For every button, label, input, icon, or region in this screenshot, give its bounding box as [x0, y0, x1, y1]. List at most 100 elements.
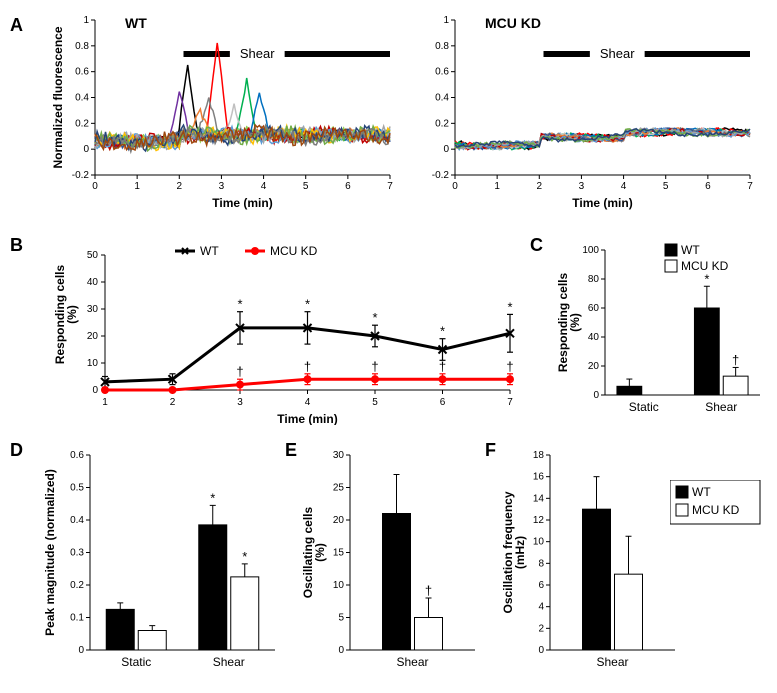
svg-text:5: 5	[303, 181, 309, 192]
svg-text:4: 4	[621, 181, 627, 192]
panel-label-b: B	[10, 235, 23, 256]
svg-text:12: 12	[533, 515, 545, 526]
panel-b: 010203040501234567Time (min)Responding c…	[50, 235, 520, 425]
svg-text:0: 0	[78, 645, 84, 656]
svg-text:*: *	[305, 297, 310, 312]
svg-text:Shear: Shear	[596, 655, 628, 669]
legend-bottom: WT MCU KD	[670, 480, 770, 530]
svg-text:WT: WT	[200, 244, 219, 258]
svg-text:0.2: 0.2	[435, 118, 449, 129]
panel-label-c: C	[530, 235, 543, 256]
svg-text:Time (min): Time (min)	[277, 412, 337, 425]
svg-text:50: 50	[87, 250, 99, 261]
svg-text:Peak magnitude (normalized): Peak magnitude (normalized)	[43, 469, 57, 636]
svg-text:0.2: 0.2	[75, 118, 89, 129]
svg-text:30: 30	[333, 450, 345, 461]
svg-text:Normalized fluorescence: Normalized fluorescence	[51, 26, 65, 168]
panel-a-left: -0.200.20.40.60.8101234567Time (min)Norm…	[50, 10, 400, 210]
svg-text:0.4: 0.4	[70, 515, 84, 526]
panel-e: 051015202530Oscillating cells(%)Shear†	[300, 440, 480, 680]
svg-text:0.4: 0.4	[75, 93, 89, 104]
svg-text:MCU KD: MCU KD	[692, 503, 740, 517]
svg-text:0.5: 0.5	[70, 483, 84, 494]
svg-text:18: 18	[533, 450, 545, 461]
svg-text:0: 0	[443, 144, 449, 155]
svg-text:40: 40	[588, 332, 600, 343]
svg-text:WT: WT	[681, 243, 700, 257]
panel-d: 0 0.1 0.2 0.3 0.4 0.5 0.6 Peak magnitude (norma…	[40, 440, 280, 680]
svg-text:(%): (%)	[568, 313, 582, 332]
svg-text:†: †	[304, 359, 311, 374]
svg-text:Static: Static	[629, 400, 659, 414]
svg-text:0.1: 0.1	[70, 613, 84, 624]
svg-text:†: †	[506, 359, 513, 374]
svg-text:(mHz): (mHz)	[513, 536, 527, 569]
svg-text:-0.2: -0.2	[432, 170, 450, 181]
svg-text:WT: WT	[692, 485, 711, 499]
figure: A B C D E F -0.200.20.40.60.8101234567Ti…	[10, 10, 767, 683]
svg-text:MCU KD: MCU KD	[270, 244, 318, 258]
panel-label-d: D	[10, 440, 23, 461]
svg-text:3: 3	[219, 181, 225, 192]
svg-text:6: 6	[538, 580, 544, 591]
svg-text:20: 20	[333, 515, 345, 526]
svg-text:5: 5	[663, 181, 669, 192]
svg-text:0.6: 0.6	[435, 67, 449, 78]
svg-text:0: 0	[83, 144, 89, 155]
svg-text:WT: WT	[125, 15, 147, 31]
svg-text:0: 0	[538, 645, 544, 656]
svg-text:2: 2	[537, 181, 543, 192]
svg-text:*: *	[372, 310, 377, 325]
svg-text:Time (min): Time (min)	[212, 196, 272, 210]
svg-text:1: 1	[443, 15, 449, 26]
svg-text:20: 20	[588, 361, 600, 372]
panel-c: 020406080100Responding cells(%)StaticShe…	[555, 235, 765, 425]
svg-text:14: 14	[533, 493, 545, 504]
svg-text:15: 15	[333, 548, 345, 559]
svg-text:6: 6	[705, 181, 711, 192]
svg-text:10: 10	[333, 580, 345, 591]
svg-text:100: 100	[582, 245, 599, 256]
svg-text:Static: Static	[121, 655, 151, 669]
svg-text:*: *	[210, 490, 215, 505]
svg-text:1: 1	[83, 15, 89, 26]
svg-text:6: 6	[440, 397, 446, 408]
svg-text:1: 1	[494, 181, 500, 192]
svg-text:(%): (%)	[313, 543, 327, 562]
svg-text:0: 0	[593, 390, 599, 401]
svg-text:7: 7	[387, 181, 393, 192]
svg-text:Shear: Shear	[213, 655, 245, 669]
svg-text:*: *	[507, 299, 512, 314]
svg-text:0: 0	[338, 645, 344, 656]
panel-f: 024681012141618Oscillation frequency(mHz…	[500, 440, 680, 680]
svg-text:4: 4	[305, 397, 311, 408]
svg-text:3: 3	[237, 397, 243, 408]
svg-text:-0.2: -0.2	[72, 170, 90, 181]
svg-text:†: †	[425, 583, 432, 598]
svg-text:0.2: 0.2	[70, 580, 84, 591]
svg-text:80: 80	[588, 274, 600, 285]
svg-text:Shear: Shear	[600, 46, 635, 61]
svg-text:*: *	[237, 297, 242, 312]
panel-label-a: A	[10, 15, 23, 36]
svg-text:4: 4	[261, 181, 267, 192]
svg-text:3: 3	[579, 181, 585, 192]
svg-text:5: 5	[372, 397, 378, 408]
svg-text:0.8: 0.8	[75, 41, 89, 52]
svg-text:1: 1	[102, 397, 108, 408]
svg-text:60: 60	[588, 303, 600, 314]
svg-text:Shear: Shear	[705, 400, 737, 414]
svg-text:7: 7	[507, 397, 513, 408]
panel-label-f: F	[485, 440, 496, 461]
svg-text:16: 16	[533, 472, 545, 483]
svg-text:0.6: 0.6	[70, 450, 84, 461]
svg-text:4: 4	[538, 602, 544, 613]
svg-text:†: †	[732, 352, 739, 367]
svg-text:7: 7	[747, 181, 753, 192]
svg-text:Shear: Shear	[240, 46, 275, 61]
svg-text:20: 20	[87, 331, 99, 342]
svg-text:10: 10	[87, 358, 99, 369]
svg-text:0: 0	[452, 181, 458, 192]
svg-text:0.3: 0.3	[70, 548, 84, 559]
svg-text:*: *	[704, 271, 709, 286]
